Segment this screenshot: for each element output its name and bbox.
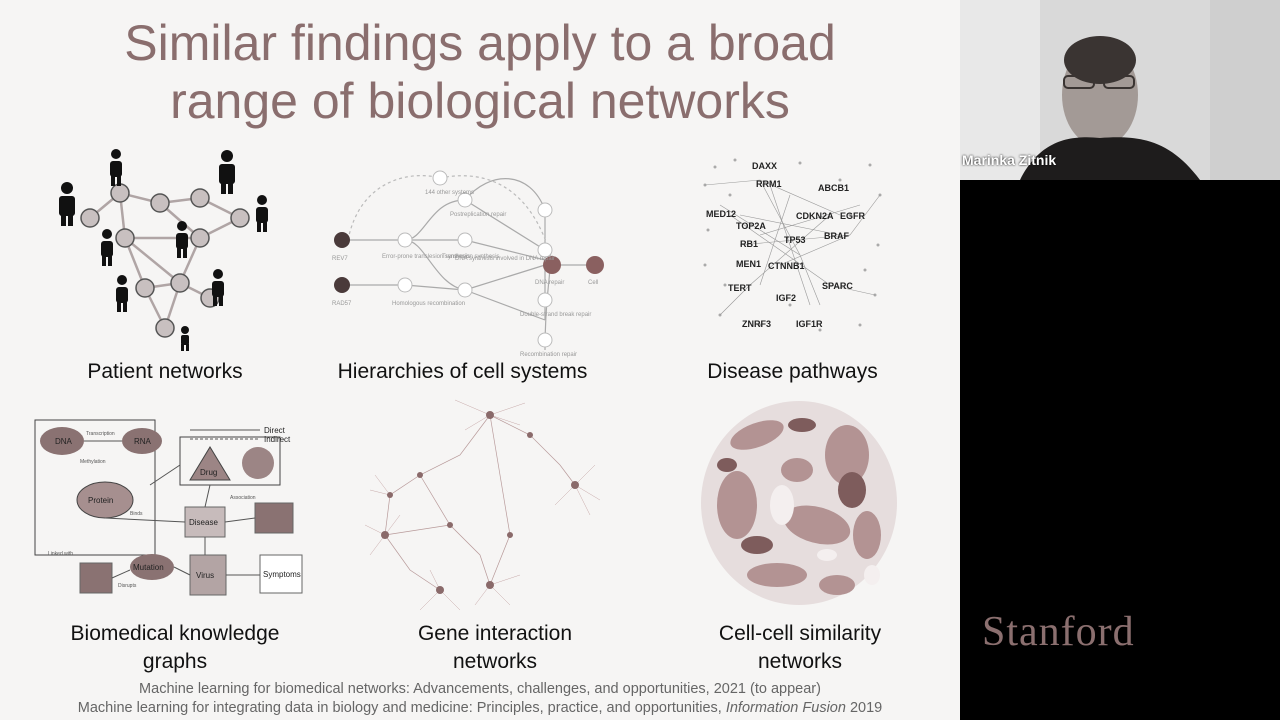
gene-abcb1: ABCB1 bbox=[818, 183, 849, 193]
reference-2: Machine learning for integrating data in… bbox=[77, 700, 883, 716]
label-cell: Cell bbox=[588, 280, 598, 286]
caption-disease-pathways: Disease pathways bbox=[707, 360, 878, 383]
gene-znrf3: ZNRF3 bbox=[742, 319, 771, 329]
kg-virus: Virus bbox=[196, 571, 214, 580]
gene-rrm1: RRM1 bbox=[756, 179, 782, 189]
slide-title-line2: range of biological networks bbox=[170, 73, 790, 129]
caption-patient-networks: Patient networks bbox=[87, 360, 243, 383]
label-recombination: Recombination repair bbox=[520, 352, 577, 358]
kg-disease: Disease bbox=[189, 518, 218, 527]
gene-rb1: RB1 bbox=[740, 239, 758, 249]
participant-name: Marinka Zitnik bbox=[962, 152, 1057, 168]
gene-med12: MED12 bbox=[706, 209, 736, 219]
label-translesion: Translesion synthesis bbox=[442, 254, 499, 260]
kg-edge-disrupts: Disrupts bbox=[118, 583, 137, 589]
label-rad57: RAD57 bbox=[332, 301, 352, 307]
kg-edge-association: Association bbox=[230, 495, 256, 501]
cell-similarity-figure bbox=[701, 401, 897, 605]
gene-interaction-figure bbox=[364, 399, 601, 611]
slide: Similar findings apply to a broad range … bbox=[0, 0, 960, 720]
kg-rna: RNA bbox=[134, 437, 152, 446]
kg-direct: Direct bbox=[264, 426, 286, 435]
gene-top2a: TOP2A bbox=[736, 221, 766, 231]
references: Machine learning for biomedical networks… bbox=[0, 680, 960, 718]
webcam-feed bbox=[960, 0, 1280, 180]
kg-drug: Drug bbox=[200, 468, 217, 477]
gene-men1: MEN1 bbox=[736, 259, 761, 269]
kg-edge-binds: Binds bbox=[130, 511, 143, 517]
kg-edge-methylation: Methylation bbox=[80, 459, 106, 465]
caption-knowledge-graphs: Biomedical knowledge graphs bbox=[70, 622, 280, 673]
knowledge-graph-figure: DNA RNA Protein Drug Disease Mutation Vi… bbox=[34, 419, 303, 596]
gene-braf: BRAF bbox=[824, 231, 849, 241]
slide-title: Similar findings apply to a broad range … bbox=[0, 14, 960, 130]
webcam-video-tile[interactable] bbox=[960, 0, 1280, 180]
side-panel bbox=[960, 180, 1280, 720]
kg-dna: DNA bbox=[55, 437, 73, 446]
disease-pathway-figure: DAXX RRM1 ABCB1 MED12 CDKN2A EGFR TOP2A … bbox=[703, 158, 882, 332]
label-double-strand: Double-strand break repair bbox=[520, 312, 591, 318]
gene-egfr: EGFR bbox=[840, 211, 866, 221]
gene-sparc: SPARC bbox=[822, 281, 853, 291]
gene-tert: TERT bbox=[728, 283, 752, 293]
label-homologous: Homologous recombination bbox=[392, 301, 465, 307]
kg-edge-linked-with: Linked with bbox=[48, 551, 73, 557]
gene-tp53: TP53 bbox=[784, 235, 806, 245]
reference-1: Machine learning for biomedical networks… bbox=[139, 681, 821, 697]
label-dna-synthesis: DNA synthesis involved in DNA repair bbox=[455, 256, 555, 262]
caption-gene-interaction: Gene interaction networks bbox=[417, 622, 573, 673]
label-postreplication: Postreplication repair bbox=[450, 212, 506, 218]
gene-igf2: IGF2 bbox=[776, 293, 796, 303]
kg-indirect: Indirect bbox=[264, 435, 291, 444]
gene-daxx: DAXX bbox=[752, 161, 777, 171]
kg-edge-transcription: Transcription bbox=[86, 431, 115, 437]
stanford-logo: Stanford bbox=[982, 609, 1135, 655]
gene-ctnnb1: CTNNB1 bbox=[768, 261, 805, 271]
label-other-systems: 144 other systems bbox=[425, 190, 474, 196]
kg-symptoms: Symptoms bbox=[263, 570, 301, 579]
kg-protein: Protein bbox=[88, 496, 113, 505]
kg-mutation: Mutation bbox=[133, 563, 164, 572]
gene-igf1r: IGF1R bbox=[796, 319, 823, 329]
caption-cell-similarity: Cell-cell similarity networks bbox=[718, 622, 882, 673]
label-rev7: REV7 bbox=[332, 256, 348, 262]
slide-title-line1: Similar findings apply to a broad bbox=[124, 15, 836, 71]
patient-network-figure bbox=[59, 149, 268, 351]
cell-hierarchy-figure: REV7 RAD57 144 other systems Error-prone… bbox=[332, 170, 604, 358]
label-dna-repair: DNA repair bbox=[535, 280, 564, 286]
label-error-prone: Error-prone translesion synthesis bbox=[382, 254, 470, 260]
caption-cell-hierarchies: Hierarchies of cell systems bbox=[337, 360, 588, 383]
gene-cdkn2a: CDKN2A bbox=[796, 211, 834, 221]
